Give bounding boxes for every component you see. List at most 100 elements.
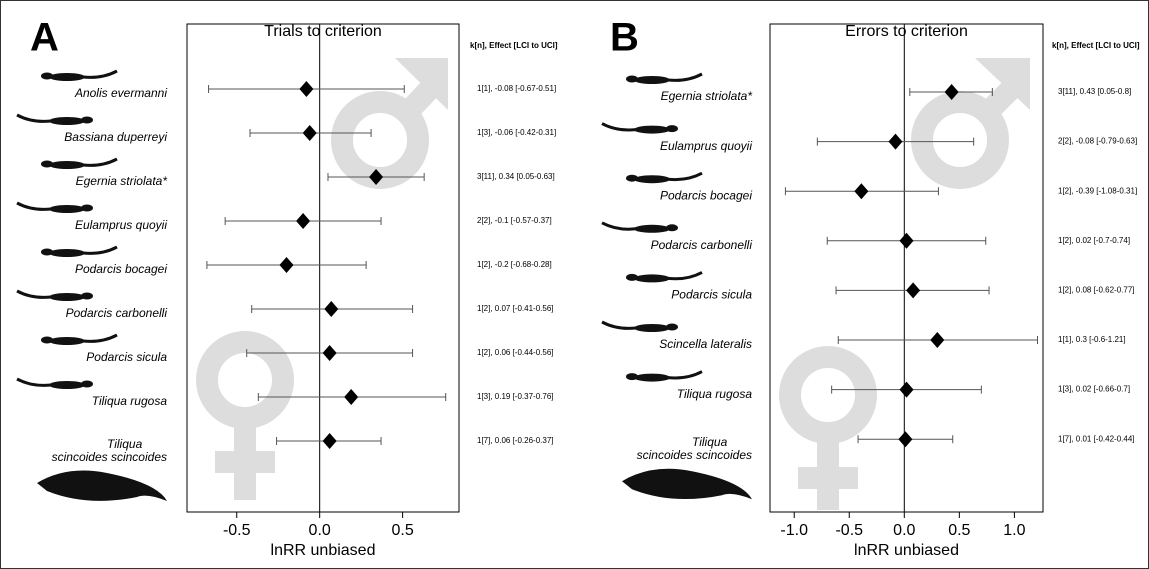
species-label: Podarcis sicula (86, 350, 167, 364)
silhouette-head (41, 337, 53, 344)
silhouette-body (49, 337, 85, 345)
effect-annotation: 1[3], 0.19 [-0.37-0.76] (477, 392, 554, 401)
x-tick-label: 1.0 (1003, 522, 1025, 539)
effect-annotation: 3[11], 0.34 [0.05-0.63] (477, 172, 555, 181)
silhouette-tail (83, 71, 117, 77)
effect-diamond (299, 81, 313, 97)
panel-letter: B (610, 16, 639, 60)
effect-diamond (898, 431, 912, 447)
chart-title: Errors to criterion (845, 23, 968, 40)
species-silhouette (626, 74, 702, 84)
effect-diamond (303, 125, 317, 141)
species-label: Podarcis sicula (671, 288, 752, 302)
figure: ATrials to criterionk[n], Effect [LCI to… (0, 0, 1149, 569)
x-tick-label: 0.5 (948, 522, 970, 539)
silhouette-head (81, 293, 93, 300)
silhouette-tail (668, 173, 702, 179)
silhouette-body (49, 161, 85, 169)
species-label: Egernia striolata* (76, 174, 168, 188)
x-axis-label: lnRR unbiased (854, 542, 959, 559)
x-tick-label: 0.0 (893, 522, 915, 539)
effect-diamond (323, 345, 337, 361)
species-label: Egernia striolata* (661, 89, 753, 103)
silhouette-body (49, 205, 85, 213)
silhouette-tail (17, 115, 51, 121)
species-silhouette (602, 223, 678, 233)
silhouette-body (634, 374, 670, 382)
species-silhouette (17, 203, 93, 213)
effect-diamond (930, 332, 944, 348)
effect-annotation: 1[3], 0.02 [-0.66-0.7] (1058, 385, 1130, 394)
silhouette-body (634, 324, 670, 332)
effect-annotation: 1[3], -0.06 [-0.42-0.31] (477, 128, 556, 137)
effect-annotation: 2[2], -0.1 [-0.57-0.37] (477, 216, 552, 225)
x-tick-label: 0.5 (391, 522, 413, 539)
silhouette-body (634, 76, 670, 84)
effect-diamond (888, 134, 902, 150)
species-label: Tiliqua rugosa (92, 394, 168, 408)
effect-diamond (296, 213, 310, 229)
effect-annotation: 1[2], -0.39 [-1.08-0.31] (1058, 186, 1137, 195)
species-silhouette (602, 124, 678, 134)
silhouette-body (634, 126, 670, 134)
silhouette-tail (602, 124, 636, 130)
effect-diamond (854, 183, 868, 199)
x-tick-label: -0.5 (223, 522, 251, 539)
species-label: Tiliqua rugosa (677, 387, 753, 401)
silhouette-tail (17, 291, 51, 297)
silhouette-head (626, 76, 638, 83)
species-silhouette (17, 379, 93, 389)
silhouette-body (634, 274, 670, 282)
species-silhouette (622, 469, 752, 499)
species-silhouette (602, 322, 678, 332)
species-label: Podarcis bocagei (75, 262, 167, 276)
species-silhouette (41, 335, 117, 345)
effect-annotation: 1[7], 0.01 [-0.42-0.44] (1058, 434, 1135, 443)
effect-annotation: 1[2], 0.08 [-0.62-0.77] (1058, 286, 1135, 295)
effect-annotation: 1[2], -0.2 [-0.68-0.28] (477, 260, 552, 269)
species-silhouette (41, 71, 117, 81)
silhouette-head (666, 224, 678, 231)
column-header: k[n], Effect [LCI to UCI] (1052, 41, 1140, 50)
silhouette-head (666, 324, 678, 331)
silhouette-body (49, 117, 85, 125)
species-label: Anolis evermanni (74, 86, 167, 100)
species-silhouette (41, 247, 117, 257)
silhouette-tail (668, 272, 702, 278)
silhouette-head (81, 117, 93, 124)
silhouette-head (666, 125, 678, 132)
species-silhouette (626, 173, 702, 183)
effect-diamond (900, 233, 914, 249)
silhouette-head (41, 249, 53, 256)
species-silhouette (17, 291, 93, 301)
silhouette-head (81, 205, 93, 212)
species-silhouette (626, 372, 702, 382)
silhouette-body (49, 293, 85, 301)
species-label: Podarcis carbonelli (66, 306, 168, 320)
silhouette-body (49, 73, 85, 81)
effect-annotation: 3[11], 0.43 [0.05-0.8] (1058, 87, 1131, 96)
column-header: k[n], Effect [LCI to UCI] (470, 41, 558, 50)
silhouette-tail (17, 379, 51, 385)
silhouette-tail (602, 322, 636, 328)
effect-annotation: 1[7], 0.06 [-0.26-0.37] (477, 436, 554, 445)
silhouette-tail (83, 247, 117, 253)
silhouette-tail (668, 372, 702, 378)
species-label: Tiliqua scincoides scincoides (637, 435, 752, 462)
silhouette-body (634, 175, 670, 183)
silhouette-head (626, 373, 638, 380)
silhouette-body (634, 225, 670, 233)
species-label: Bassiana duperreyi (64, 130, 167, 144)
silhouette-head (626, 175, 638, 182)
effect-diamond (344, 389, 358, 405)
x-tick-label: -0.5 (835, 522, 863, 539)
silhouette-head (41, 73, 53, 80)
species-silhouette (17, 115, 93, 125)
x-tick-label: -1.0 (780, 522, 808, 539)
species-silhouette (37, 471, 167, 501)
panel-letter: A (30, 16, 59, 60)
silhouette-body (49, 249, 85, 257)
silhouette-tail (83, 335, 117, 341)
silhouette-head (41, 161, 53, 168)
effect-annotation: 1[1], 0.3 [-0.6-1.21] (1058, 335, 1126, 344)
